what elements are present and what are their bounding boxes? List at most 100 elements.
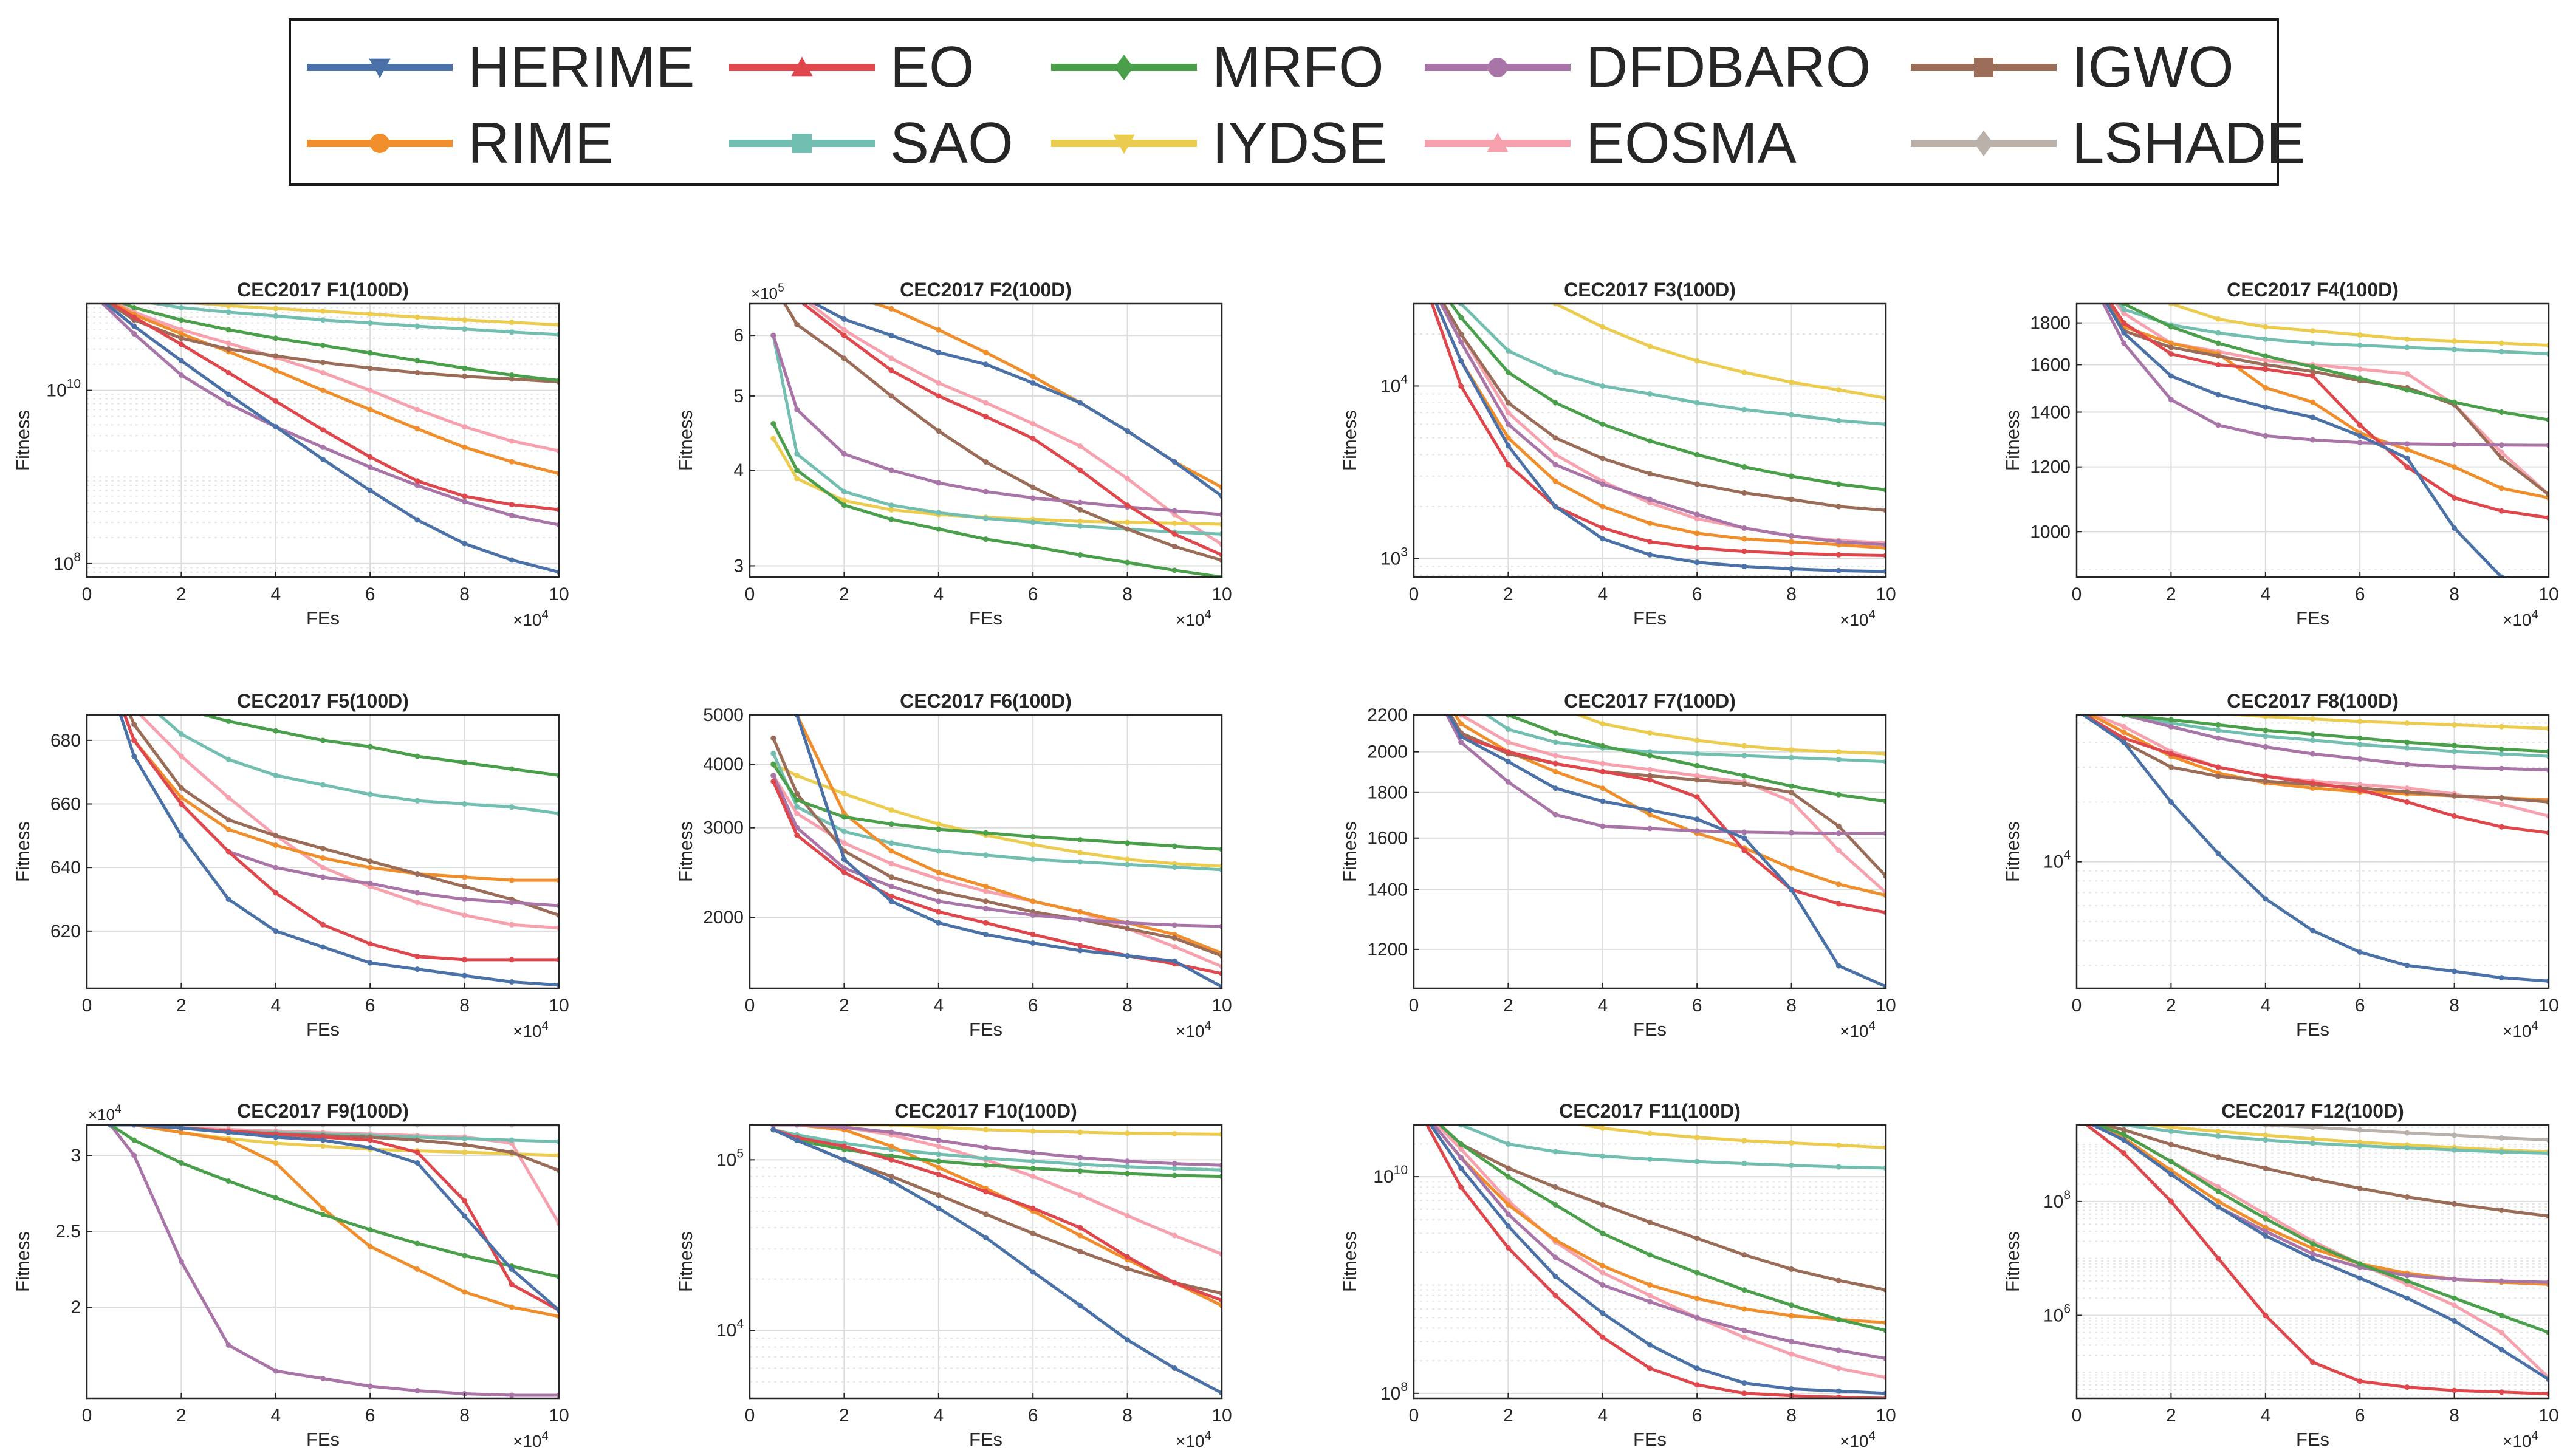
data-point-dfdbaro	[367, 880, 373, 886]
data-point-eosma	[1600, 760, 1606, 767]
data-point-eo	[414, 478, 420, 484]
data-point-iydse	[841, 497, 847, 504]
data-point-lshade	[2168, 691, 2174, 697]
data-point-eo	[1505, 462, 1511, 468]
data-point-lshade	[2452, 1132, 2458, 1138]
y-tick-label: 2000	[703, 907, 744, 928]
data-point-eo	[2263, 773, 2269, 779]
data-point-mrfo	[84, 610, 90, 616]
data-point-eosma	[936, 1143, 942, 1149]
data-point-eo	[2404, 464, 2410, 470]
data-point-eo	[1694, 794, 1700, 800]
chart-title: CEC2017 F2(100D)	[900, 279, 1072, 301]
data-point-lshade	[1172, 672, 1177, 677]
data-point-igwo	[414, 370, 420, 375]
data-point-mrfo	[1458, 1141, 1464, 1147]
y-axis-label: Fitness	[2002, 821, 2023, 882]
data-point-lshade	[2452, 233, 2457, 239]
data-point-sao	[1077, 859, 1083, 865]
x-multiplier: ×104	[1176, 1019, 1211, 1041]
x-multiplier: ×104	[1840, 1429, 1876, 1451]
data-point-lshade	[1458, 648, 1464, 653]
data-point-sao	[936, 510, 942, 516]
x-tick-label: 10	[1211, 1406, 1232, 1426]
data-point-mrfo	[1030, 1166, 1036, 1172]
data-point-eosma	[1694, 516, 1700, 522]
x-axis-label: FEs	[306, 1429, 340, 1450]
x-tick-label: 2	[1503, 1406, 1513, 1426]
data-point-iydse	[462, 317, 468, 323]
data-point-iydse	[1411, 648, 1417, 653]
data-point-lshade	[131, 484, 137, 489]
data-point-iydse	[2263, 324, 2269, 330]
data-point-iydse	[983, 1127, 989, 1133]
data-point-dfdbaro	[1741, 829, 1747, 835]
data-point-eo	[2215, 1256, 2221, 1262]
data-point-igwo	[84, 610, 90, 616]
data-point-dfdbaro	[1077, 499, 1083, 505]
data-point-sao	[414, 798, 420, 804]
data-point-mrfo	[367, 743, 373, 750]
legend-marker-rime	[370, 134, 389, 153]
data-point-mrfo	[794, 467, 800, 473]
data-point-eo	[2121, 735, 2127, 741]
data-point-herime	[2452, 1318, 2458, 1324]
data-point-eo	[841, 869, 847, 875]
data-point-igwo	[2310, 1176, 2315, 1182]
y-tick-label: 2000	[1367, 742, 1408, 762]
data-point-iydse	[1835, 1142, 1842, 1148]
chart-title: CEC2017 F6(100D)	[900, 690, 1072, 712]
data-point-mrfo	[462, 760, 468, 765]
data-point-sao	[1552, 369, 1558, 375]
data-point-dfdbaro	[1647, 825, 1653, 832]
data-point-lshade	[2263, 233, 2268, 239]
data-point-herime	[1171, 1365, 1177, 1371]
data-point-iydse	[2168, 708, 2174, 713]
x-tick-label: 8	[1122, 584, 1133, 604]
data-point-lshade	[1883, 249, 1889, 255]
axes-box	[1413, 1124, 1887, 1400]
data-point-igwo	[2310, 369, 2315, 374]
data-point-herime	[1171, 459, 1177, 465]
legend-entry-herime: HERIME	[307, 35, 694, 100]
legend-entry-iydse: IYDSE	[1051, 111, 1387, 176]
data-point-eo	[367, 454, 373, 460]
x-tick-label: 8	[2449, 996, 2459, 1016]
data-point-lshade	[1694, 648, 1700, 653]
data-point-mrfo	[2074, 1115, 2080, 1120]
data-point-rime	[84, 285, 90, 291]
data-point-eo	[2121, 320, 2127, 326]
data-point-dfdbaro	[131, 1152, 137, 1158]
data-point-mrfo	[2404, 387, 2410, 393]
data-point-lshade	[1172, 281, 1177, 287]
series-line-rime	[773, 1125, 1222, 1307]
data-point-igwo	[1125, 1266, 1131, 1272]
data-point-sao	[1077, 1161, 1083, 1167]
data-point-igwo	[1030, 484, 1036, 490]
y-tick-mantissa: 10	[1373, 1167, 1393, 1187]
x-tick-label: 2	[2166, 996, 2176, 1016]
data-point-herime	[1458, 734, 1464, 740]
data-point-mrfo	[1600, 1230, 1606, 1236]
chart-f9: 0 2 4 6 8 10 2 2.5 3 ×104 ×104 CEC2017 F9(100D) FEs F…	[12, 1100, 569, 1451]
data-point-igwo	[2074, 1115, 2080, 1120]
data-point-lshade	[1600, 1090, 1605, 1095]
data-point-herime	[794, 1137, 800, 1143]
data-point-dfdbaro	[2452, 1276, 2458, 1282]
data-point-rime	[1647, 812, 1653, 818]
data-point-rime	[1411, 648, 1417, 653]
x-tick-label: 10	[1211, 584, 1232, 604]
data-point-herime	[1458, 358, 1464, 364]
data-point-eosma	[1411, 1098, 1417, 1104]
data-point-dfdbaro	[1125, 920, 1131, 926]
data-point-rime	[1030, 374, 1036, 380]
data-point-igwo	[2452, 1201, 2458, 1207]
data-point-lshade	[320, 484, 326, 489]
data-point-eosma	[178, 753, 184, 759]
x-tick-label: 0	[82, 996, 92, 1016]
data-point-herime	[2498, 1347, 2504, 1353]
data-point-mrfo	[1458, 315, 1464, 320]
data-point-mrfo	[1741, 464, 1747, 470]
data-point-mrfo	[2168, 324, 2174, 330]
